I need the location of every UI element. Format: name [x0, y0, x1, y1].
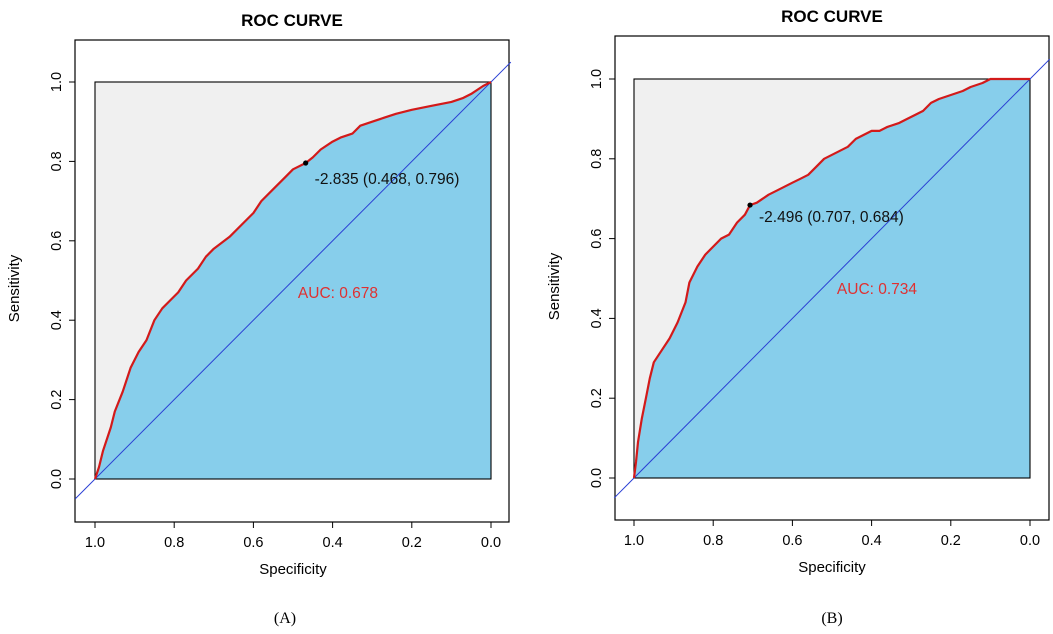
panel-label: (B): [821, 610, 842, 627]
chart-title: ROC CURVE: [781, 7, 883, 26]
y-tick-label: 1.0: [49, 72, 65, 92]
x-tick-label: 0.6: [782, 533, 802, 549]
x-tick-label: 0.8: [703, 533, 723, 549]
y-tick-label: 0.2: [589, 388, 605, 408]
roc-panel-a: -2.835 (0.468, 0.796) AUC: 0.678 1.0 0.8 0.6…: [6, 11, 512, 627]
x-tick-label: 0.4: [862, 533, 882, 549]
y-tick-label: 0.0: [589, 468, 605, 488]
chart-title: ROC CURVE: [241, 11, 343, 30]
x-tick-label: 0.2: [941, 533, 961, 549]
roc-curve-line: [93, 81, 492, 480]
threshold-label: -2.496 (0.707, 0.684): [759, 209, 904, 226]
diagonal-reference-line: [613, 58, 1051, 499]
roc-panel-b: -2.496 (0.707, 0.684) AUC: 0.734 1.0 0.8 0.6…: [546, 7, 1051, 627]
x-tick-label: 0.4: [323, 535, 343, 551]
diagonal-reference-line: [74, 61, 512, 500]
y-axis-label: Sensitivity: [6, 254, 23, 322]
y-tick-label: 0.8: [49, 151, 65, 171]
y-tick-label: 0.4: [589, 308, 605, 328]
roc-curve-line: [632, 77, 1030, 479]
x-tick-label: 0.8: [164, 535, 184, 551]
x-tick-label: 0.2: [402, 535, 422, 551]
threshold-point: [747, 202, 753, 208]
x-tick-label: 1.0: [85, 535, 105, 551]
y-tick-label: 0.8: [589, 149, 605, 169]
plot-box: [94, 81, 492, 480]
x-tick-label: 1.0: [624, 533, 644, 549]
y-tick-label: 0.2: [49, 390, 65, 410]
y-tick-label: 0.4: [49, 310, 65, 330]
auc-label: AUC: 0.678: [298, 285, 378, 302]
x-axis-label: Specificity: [259, 561, 327, 578]
x-tick-label: 0.0: [1020, 533, 1040, 549]
threshold-point: [303, 160, 309, 166]
y-tick-label: 1.0: [589, 69, 605, 89]
x-tick-label: 0.6: [243, 535, 263, 551]
panel-label: (A): [274, 610, 296, 627]
threshold-label: -2.835 (0.468, 0.796): [315, 171, 460, 188]
y-tick-label: 0.6: [589, 229, 605, 249]
y-tick-label: 0.0: [49, 469, 65, 489]
y-tick-label: 0.6: [49, 231, 65, 251]
x-axis-label: Specificity: [798, 559, 866, 576]
plot-box: [633, 78, 1031, 479]
x-tick-label: 0.0: [481, 535, 501, 551]
y-axis-label: Sensitivity: [546, 252, 563, 320]
auc-label: AUC: 0.734: [837, 281, 918, 298]
